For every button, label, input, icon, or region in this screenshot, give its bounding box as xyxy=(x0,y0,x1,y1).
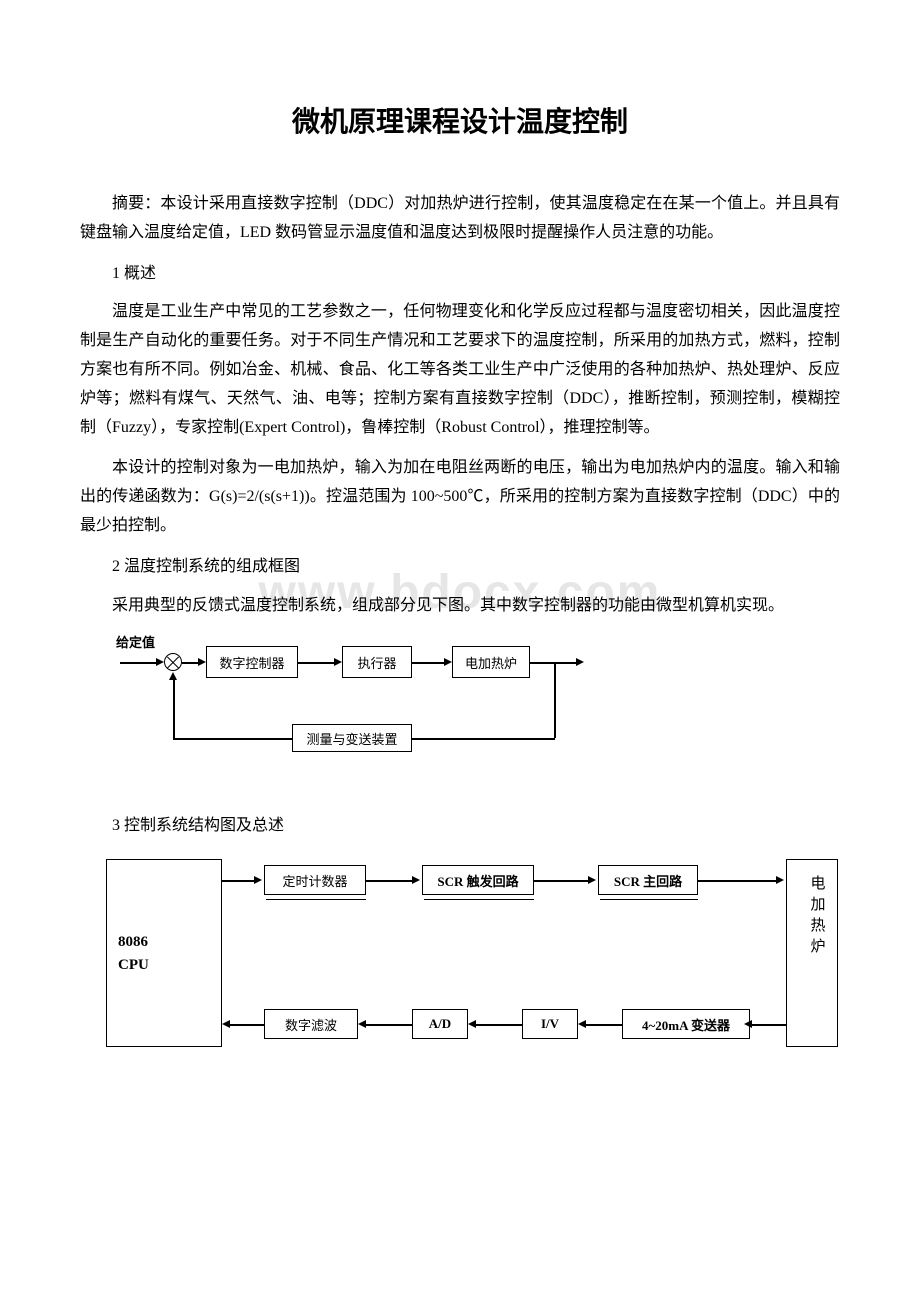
filter-box: 数字滤波 xyxy=(264,1009,358,1039)
heater-box: 电加热炉 xyxy=(452,646,530,678)
cpu-label: 8086 CPU xyxy=(118,931,149,976)
feedback-block-diagram: 给定值 数字控制器 执行器 电加热炉 测量与变送装置 xyxy=(116,632,596,792)
iv-box: I/V xyxy=(522,1009,578,1039)
controller-box: 数字控制器 xyxy=(206,646,298,678)
main-circuit-box: SCR 主回路 xyxy=(598,865,698,895)
ad-box: A/D xyxy=(412,1009,468,1039)
summing-junction xyxy=(164,653,182,671)
transmitter-box: 4~20mA 变送器 xyxy=(622,1009,750,1039)
furnace-label: 电加热炉 xyxy=(802,875,831,959)
setpoint-label: 给定值 xyxy=(116,632,155,651)
abstract-paragraph: 摘要：本设计采用直接数字控制（DDC）对加热炉进行控制，使其温度稳定在在某一个值… xyxy=(80,190,840,248)
trigger-box: SCR 触发回路 xyxy=(422,865,534,895)
section-1-paragraph-1: 温度是工业生产中常见的工艺参数之一，任何物理变化和化学反应过程都与温度密切相关，… xyxy=(80,298,840,442)
system-structure-diagram: 8086 CPU 电加热炉 定时计数器 SCR 触发回路 SCR 主回路 数字滤… xyxy=(106,859,846,1059)
section-2-heading: 2 温度控制系统的组成框图 xyxy=(80,553,840,582)
section-3-heading: 3 控制系统结构图及总述 xyxy=(80,812,840,841)
section-2-paragraph-1: 采用典型的反馈式温度控制系统，组成部分见下图。其中数字控制器的功能由微型机算机实… xyxy=(80,592,840,621)
sensor-box: 测量与变送装置 xyxy=(292,724,412,752)
section-1-paragraph-2: 本设计的控制对象为一电加热炉，输入为加在电阻丝两断的电压，输出为电加热炉内的温度… xyxy=(80,454,840,540)
document-content: 微机原理课程设计温度控制 摘要：本设计采用直接数字控制（DDC）对加热炉进行控制… xyxy=(80,100,840,1059)
timer-box: 定时计数器 xyxy=(264,865,366,895)
section-1-heading: 1 概述 xyxy=(80,260,840,289)
actuator-box: 执行器 xyxy=(342,646,412,678)
page-title: 微机原理课程设计温度控制 xyxy=(80,100,840,140)
